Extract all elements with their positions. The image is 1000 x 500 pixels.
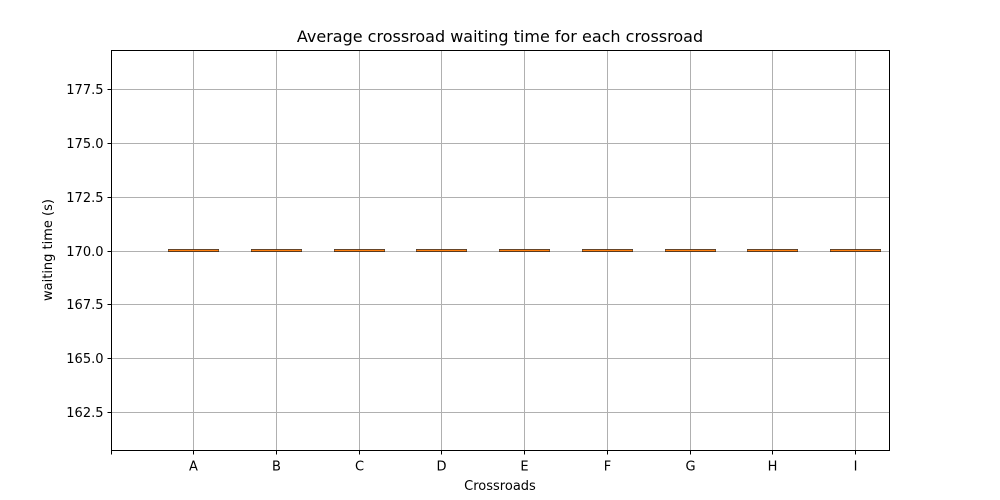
- x-tick-label: B: [272, 460, 281, 475]
- y-tick-label: 172.5: [66, 191, 103, 206]
- x-tick-label: A: [189, 460, 198, 475]
- x-axis-label: Crossroads: [464, 479, 536, 494]
- boxes: [168, 249, 881, 252]
- y-tick-label: 162.5: [66, 406, 103, 421]
- y-tick-label: 175.0: [66, 137, 103, 152]
- x-axis-ticks: A B C D E F G H I: [111, 450, 858, 475]
- y-tick-label: 165.0: [66, 352, 103, 367]
- x-tick-label: G: [685, 460, 695, 475]
- y-tick-label: 167.5: [66, 298, 103, 313]
- chart-title: Average crossroad waiting time for each …: [297, 27, 703, 46]
- y-axis-ticks: 162.5 165.0 167.5 170.0 172.5 175.0 177.5: [66, 83, 112, 421]
- x-tick-label: D: [436, 460, 446, 475]
- y-tick-label: 170.0: [66, 245, 103, 260]
- x-tick-label: F: [604, 460, 611, 475]
- y-axis-label: waiting time (s): [41, 199, 56, 301]
- x-tick-label: I: [854, 460, 858, 475]
- y-tick-label: 177.5: [66, 83, 103, 98]
- plot-frame: [111, 50, 890, 451]
- x-tick-label: C: [355, 460, 364, 475]
- x-tick-label: H: [768, 460, 778, 475]
- x-tick-label: E: [520, 460, 528, 475]
